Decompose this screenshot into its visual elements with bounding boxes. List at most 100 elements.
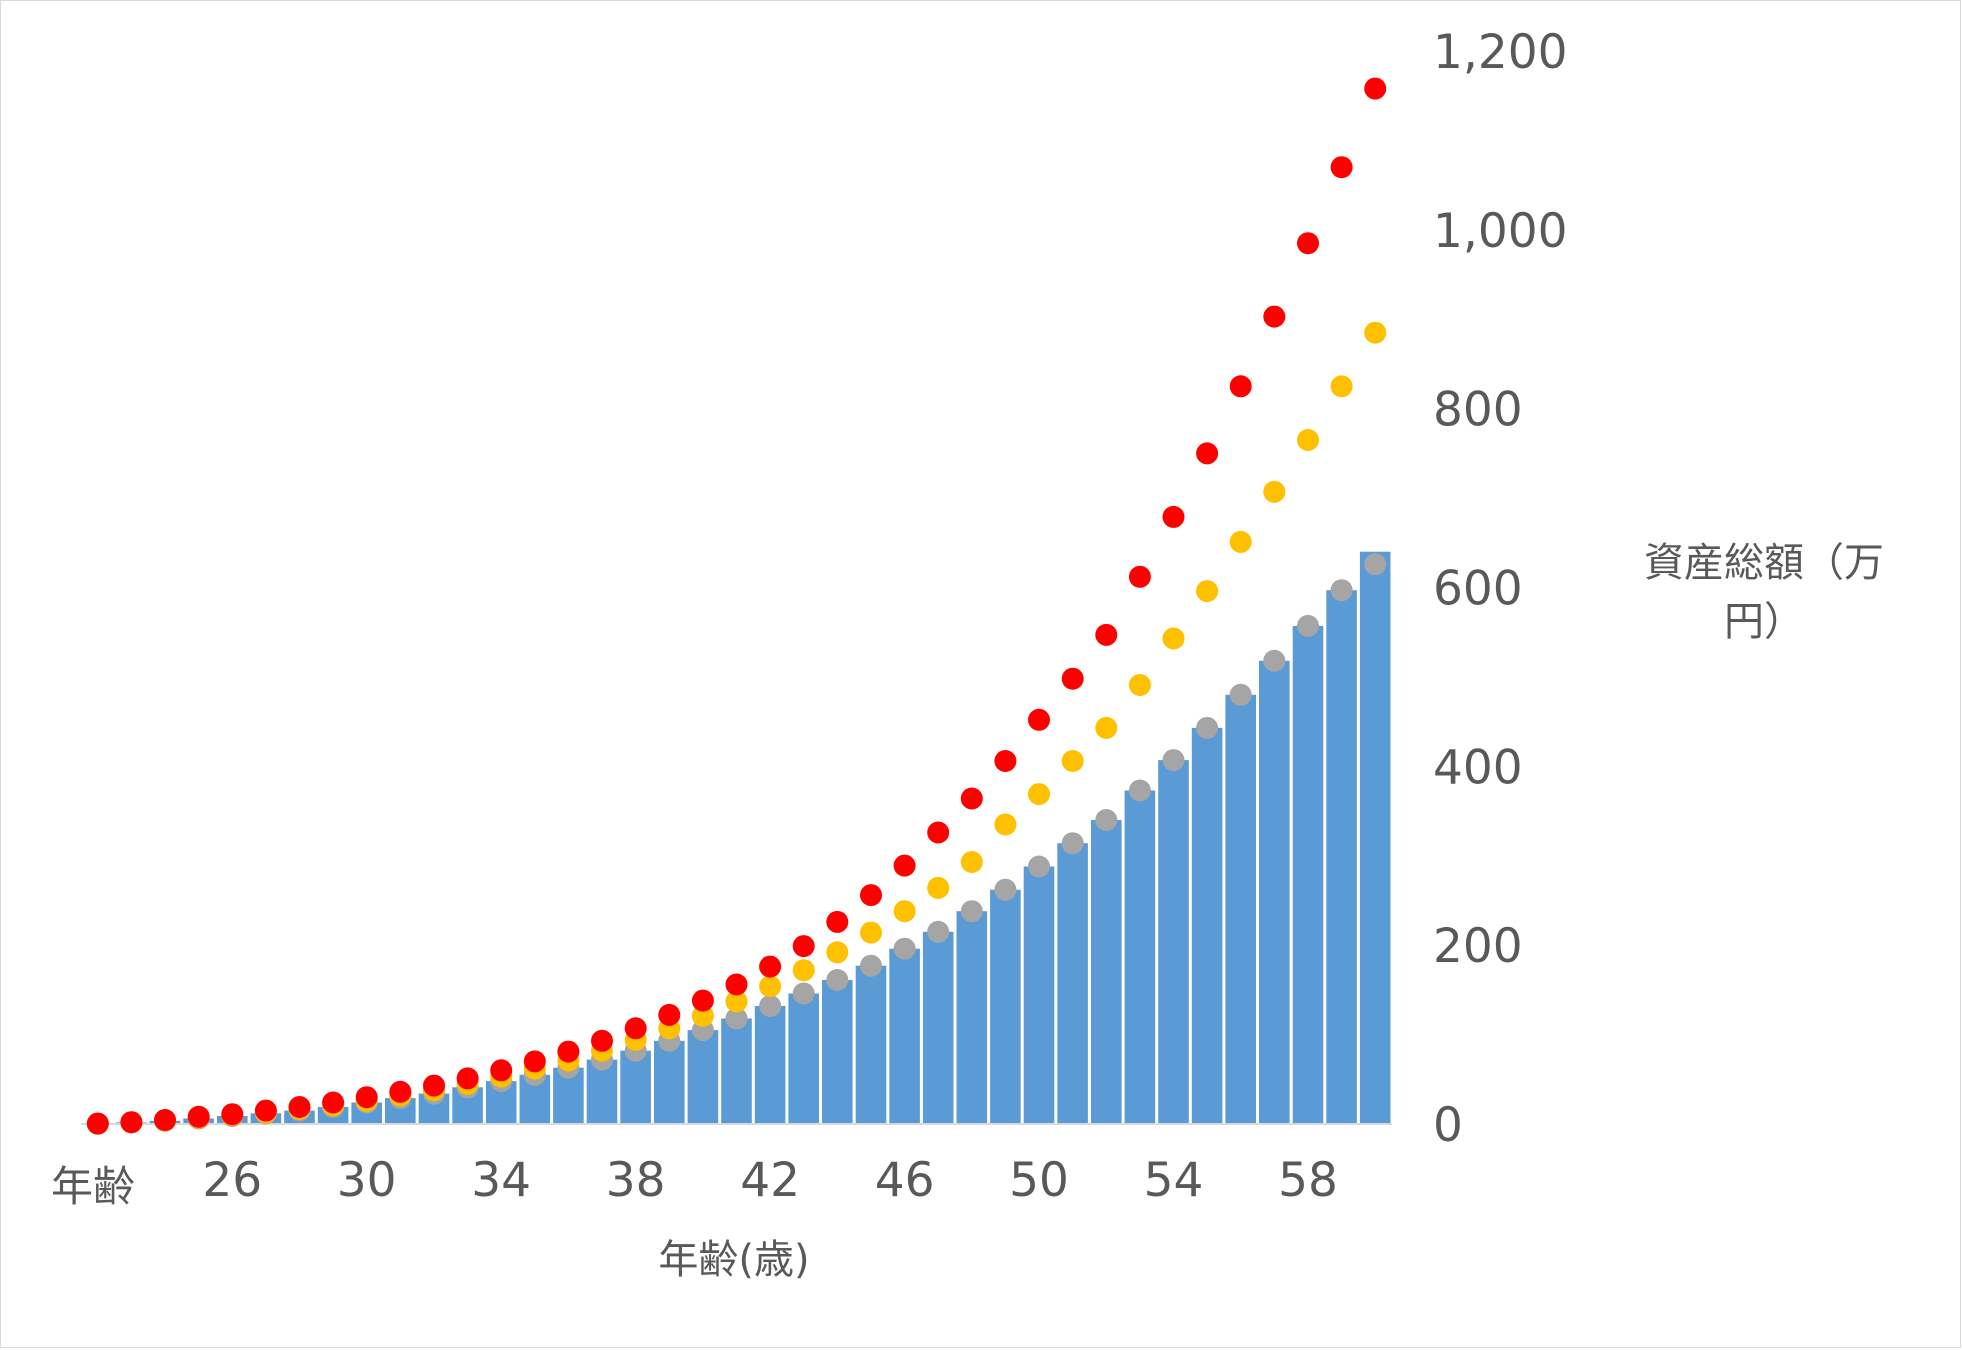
dot-series-0-age-57 bbox=[1263, 649, 1286, 672]
dot-series-2-age-33 bbox=[456, 1067, 479, 1090]
dot-series-2-age-38 bbox=[624, 1017, 647, 1040]
dot-series-1-age-47 bbox=[927, 876, 950, 899]
dot-series-0-age-51 bbox=[1061, 832, 1084, 855]
x-tick-label: 34 bbox=[471, 1153, 531, 1208]
dot-series-2-age-58 bbox=[1297, 232, 1319, 255]
bar-age-53 bbox=[1124, 790, 1156, 1124]
bar-age-43 bbox=[788, 993, 819, 1124]
x-tick-label: 58 bbox=[1278, 1153, 1338, 1208]
bar-age-41 bbox=[721, 1018, 752, 1124]
dot-series-1-age-48 bbox=[960, 851, 983, 873]
dot-series-0-age-47 bbox=[927, 920, 950, 943]
dot-series-0-age-53 bbox=[1128, 779, 1151, 802]
bar-age-42 bbox=[754, 1006, 786, 1124]
bar-age-47 bbox=[922, 931, 954, 1124]
bar-age-60 bbox=[1359, 551, 1391, 1124]
dot-series-2-age-24 bbox=[154, 1109, 176, 1131]
dot-series-2-age-48 bbox=[960, 787, 983, 810]
dot-series-2-age-25 bbox=[187, 1105, 210, 1128]
bar-age-50 bbox=[1023, 866, 1055, 1124]
dot-series-0-age-49 bbox=[994, 878, 1017, 901]
dot-series-1-age-59 bbox=[1330, 375, 1353, 398]
bar-age-38 bbox=[620, 1050, 651, 1124]
bar-age-39 bbox=[654, 1040, 685, 1124]
x-tick-label: 54 bbox=[1144, 1153, 1204, 1208]
y-tick-label: 400 bbox=[1433, 740, 1523, 795]
dot-series-1-age-42 bbox=[759, 975, 782, 998]
dot-series-2-age-59 bbox=[1330, 156, 1353, 179]
dot-series-2-age-52 bbox=[1095, 623, 1118, 646]
dot-series-2-age-53 bbox=[1128, 565, 1151, 588]
dot-series-1-age-45 bbox=[860, 921, 882, 944]
x-tick-label: 42 bbox=[740, 1153, 800, 1208]
y-axis-title-line-1: 資産総額（万 bbox=[1644, 540, 1884, 586]
bar-age-44 bbox=[822, 980, 853, 1124]
dot-series-0-age-48 bbox=[960, 900, 983, 923]
x-tick-label: 30 bbox=[337, 1153, 397, 1208]
dot-series-0-age-56 bbox=[1229, 683, 1252, 706]
bar-age-49 bbox=[990, 889, 1021, 1124]
dot-series-2-age-49 bbox=[994, 750, 1017, 772]
dot-series-2-age-60 bbox=[1364, 77, 1387, 100]
y-tick-label: 600 bbox=[1433, 562, 1523, 617]
dot-series-1-age-55 bbox=[1196, 580, 1219, 603]
dot-series-1-age-41 bbox=[725, 990, 748, 1013]
dot-series-1-age-40 bbox=[691, 1004, 714, 1027]
dot-series-0-age-41 bbox=[725, 1007, 748, 1030]
y-tick-label: 1,200 bbox=[1433, 25, 1568, 80]
dot-series bbox=[86, 77, 1387, 1135]
dot-series-1-age-51 bbox=[1061, 750, 1084, 772]
dot-series-0-age-42 bbox=[759, 995, 782, 1017]
bar-series bbox=[82, 551, 1391, 1124]
dot-series-2-age-31 bbox=[389, 1080, 412, 1103]
dot-series-2-age-28 bbox=[288, 1096, 311, 1118]
bar-age-58 bbox=[1292, 625, 1324, 1124]
dot-series-1-age-46 bbox=[893, 900, 916, 923]
dot-series-0-age-54 bbox=[1162, 749, 1185, 772]
x-first-tick-label: 年齢 bbox=[51, 1162, 135, 1211]
dot-series-0-age-45 bbox=[860, 954, 882, 977]
bar-age-56 bbox=[1225, 694, 1256, 1124]
bar-age-59 bbox=[1326, 590, 1357, 1124]
dot-series-1-age-56 bbox=[1229, 530, 1252, 553]
y-tick-label: 200 bbox=[1433, 919, 1523, 974]
dot-series-2-age-43 bbox=[792, 935, 815, 958]
dot-series-1-age-53 bbox=[1128, 674, 1151, 696]
dot-series-1-age-43 bbox=[792, 959, 815, 982]
bar-age-55 bbox=[1191, 727, 1223, 1124]
dot-series-2-age-34 bbox=[490, 1059, 513, 1082]
y-axis-ticks: 0 200 400 600 800 1,000 1,200 bbox=[1433, 25, 1568, 1153]
dot-series-0-age-60 bbox=[1364, 553, 1387, 576]
dot-series-1-age-52 bbox=[1095, 716, 1118, 739]
dot-series-2-age-30 bbox=[355, 1086, 378, 1109]
dot-series-2-age-47 bbox=[927, 821, 950, 844]
dot-series-2-age-56 bbox=[1229, 375, 1252, 398]
dot-series-1-age-57 bbox=[1263, 480, 1286, 503]
dot-series-0-age-50 bbox=[1028, 855, 1050, 878]
dot-series-0-age-52 bbox=[1095, 809, 1118, 831]
dot-series-1-age-44 bbox=[826, 941, 849, 964]
bar-age-46 bbox=[889, 948, 920, 1124]
dot-series-0-age-43 bbox=[792, 982, 815, 1005]
x-tick-label: 46 bbox=[875, 1153, 935, 1208]
bar-age-51 bbox=[1057, 843, 1088, 1124]
dot-series-2-age-46 bbox=[893, 854, 916, 877]
dot-series-2-age-41 bbox=[725, 973, 748, 996]
dot-series-2-age-57 bbox=[1263, 305, 1286, 328]
dot-series-2-age-36 bbox=[557, 1040, 580, 1063]
dot-series-0-age-46 bbox=[893, 937, 916, 960]
x-axis-title: 年齢(歳) bbox=[658, 1237, 809, 1283]
dot-series-2-age-35 bbox=[523, 1050, 546, 1073]
x-tick-label: 50 bbox=[1009, 1153, 1069, 1208]
y-tick-label: 0 bbox=[1433, 1098, 1463, 1153]
dot-series-2-age-50 bbox=[1028, 708, 1050, 731]
dot-series-2-age-42 bbox=[759, 955, 782, 978]
y-axis-title-line-2: 円） bbox=[1724, 599, 1804, 645]
dot-series-2-age-40 bbox=[691, 989, 714, 1012]
dot-series-2-age-39 bbox=[658, 1003, 681, 1026]
dot-series-2-age-23 bbox=[120, 1111, 143, 1134]
dot-series-2-age-37 bbox=[591, 1029, 613, 1052]
x-axis-ticks: 26 30 34 38 42 46 50 54 58 bbox=[202, 1153, 1338, 1208]
bar-age-52 bbox=[1091, 820, 1122, 1124]
